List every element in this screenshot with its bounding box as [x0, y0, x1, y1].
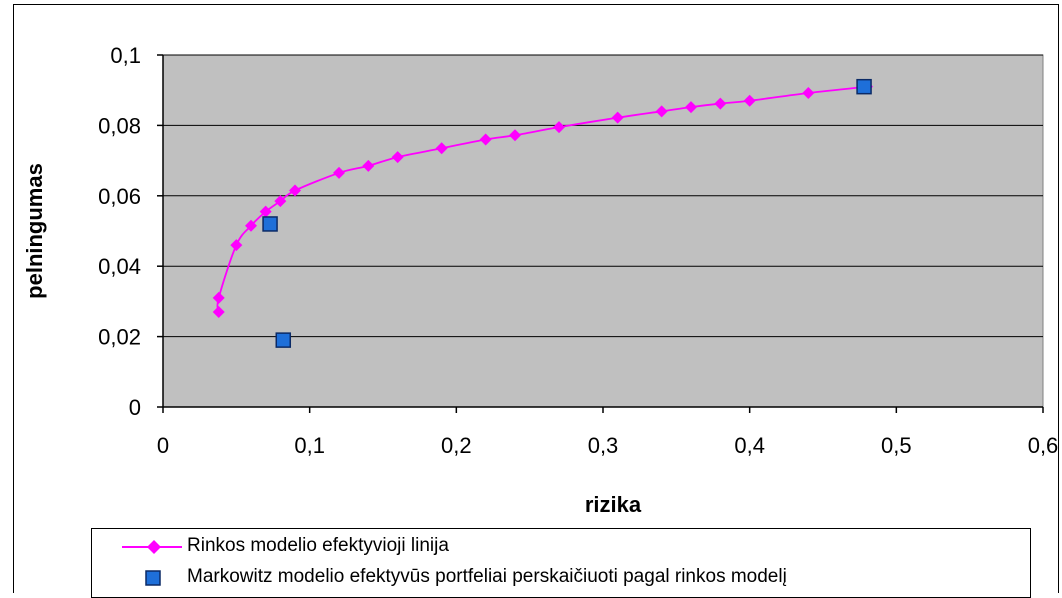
legend-item-markowitz: Markowitz modelio efektyvūs portfeliai p…: [92, 563, 1030, 593]
plot-area: [162, 54, 1044, 408]
legend: Rinkos modelio efektyvioji linija Markow…: [91, 528, 1031, 598]
x-tick-label: 0,1: [294, 433, 325, 458]
x-axis-title: rizika: [585, 492, 642, 517]
x-tick-labels: 0 0,1 0,2 0,3 0,4 0,5 0,6: [157, 407, 1058, 458]
x-tick-label: 0,2: [441, 433, 472, 458]
gridlines: [163, 54, 1043, 338]
legend-square-icon: [145, 570, 161, 586]
frontier-point: [245, 219, 257, 232]
frontier-point: [553, 121, 565, 134]
frontier-point: [362, 159, 375, 172]
y-axis-title: pelningumas: [22, 163, 47, 299]
frontier-point: [743, 94, 756, 107]
y-tick-labels: 0 0,02 0,04 0,06 0,08 0,1: [98, 43, 163, 420]
markowitz-point: [262, 216, 278, 232]
y-tick-label: 0,02: [98, 325, 141, 350]
frontier-point: [230, 239, 243, 252]
frontier-point: [479, 133, 492, 146]
y-tick-label: 0,1: [110, 43, 141, 68]
frontier-point: [212, 305, 225, 318]
frontier-point: [212, 291, 225, 304]
legend-line-diamond-icon: [122, 540, 182, 554]
frontier-point: [685, 101, 697, 114]
frontier-point: [333, 166, 345, 179]
legend-label-markowitz: Markowitz modelio efektyvūs portfeliai p…: [187, 566, 787, 587]
frontier-point: [509, 129, 521, 142]
legend-label-line: Rinkos modelio efektyvioji linija: [187, 535, 449, 556]
frontier-point: [714, 97, 727, 110]
y-tick-label: 0,04: [98, 254, 141, 279]
frontier-point: [655, 105, 668, 118]
y-tick-label: 0,06: [98, 184, 141, 209]
frontier-point: [259, 205, 272, 218]
y-tick-label: 0,08: [98, 113, 141, 138]
frontier-point: [289, 184, 301, 197]
y-tick-label: 0: [129, 395, 141, 420]
x-tick-label: 0: [157, 433, 169, 458]
frontier-point: [274, 195, 287, 208]
legend-item-line: Rinkos modelio efektyvioji linija: [92, 532, 1030, 562]
series-marks: [212, 78, 873, 348]
frontier-point: [802, 87, 815, 100]
chart-frame: [13, 4, 1059, 593]
frontier-point: [435, 142, 448, 155]
x-tick-label: 0,3: [588, 433, 619, 458]
frontier-point: [611, 111, 624, 124]
x-tick-label: 0,4: [734, 433, 765, 458]
markowitz-point: [856, 78, 872, 95]
x-tick-label: 0,6: [1028, 433, 1059, 458]
markowitz-point: [275, 332, 292, 348]
frontier-point: [391, 151, 404, 164]
x-tick-label: 0,5: [881, 433, 912, 458]
